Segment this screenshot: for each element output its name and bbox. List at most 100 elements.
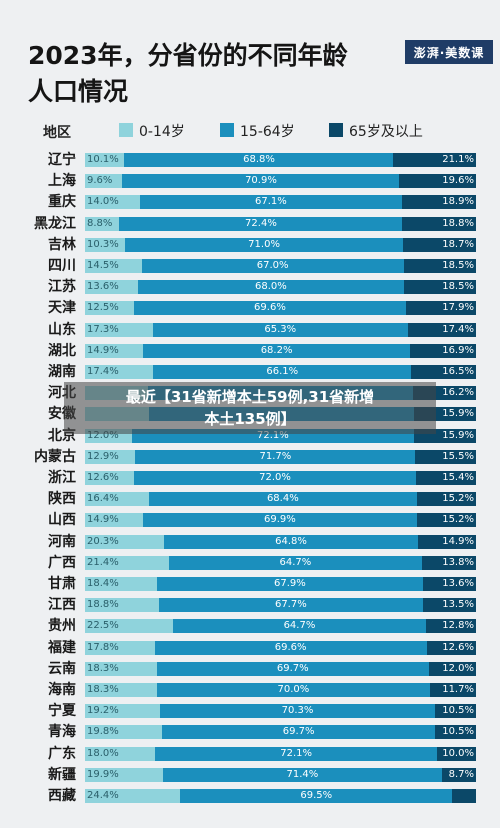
bar-segment-0-14: 14.9% — [85, 343, 144, 358]
bar-segment-65-plus: 8.7% — [441, 767, 476, 782]
bar-segment-65-plus: 17.9% — [406, 301, 476, 316]
bar-segment-15-64: 68.8% — [124, 153, 394, 167]
bar-segment-0-14: 19.2% — [85, 704, 161, 719]
region-label: 云南 — [48, 660, 76, 677]
bar-segment-15-64: 71.4% — [162, 767, 442, 782]
bar-segment-65-plus: 12.6% — [426, 640, 476, 655]
bar-segment-0-14: 9.6% — [85, 174, 123, 189]
region-label: 内蒙古 — [34, 448, 76, 465]
bar-segment-65-plus: 14.9% — [417, 534, 476, 549]
bar-segment-0-14: 18.0% — [85, 746, 156, 761]
bar-segment-15-64: 70.9% — [122, 174, 400, 189]
bar-segment-15-64: 69.5% — [180, 789, 453, 803]
bar-segment-0-14: 18.4% — [85, 577, 158, 591]
title-line-2: 人口情况 — [28, 77, 129, 106]
bar-segment-0-14: 10.1% — [85, 153, 125, 167]
overlay-line-1: 最近【31省新增本土59例,31省新增 — [125, 388, 375, 406]
bar-segment-15-64: 67.9% — [157, 577, 423, 591]
region-label: 湖北 — [48, 342, 76, 359]
bar-segment-0-14: 12.5% — [85, 301, 134, 316]
bar-segment-0-14: 19.8% — [85, 725, 163, 740]
region-label: 陕西 — [48, 491, 76, 508]
bar-segment-65-plus: 10.5% — [434, 725, 476, 740]
bar-segment-65-plus: 18.9% — [402, 195, 476, 210]
region-label: 广西 — [48, 554, 76, 571]
region-label: 辽宁 — [48, 152, 76, 168]
bar-segment-65-plus: 21.1% — [393, 153, 476, 167]
bar-segment-15-64: 70.0% — [156, 683, 431, 697]
region-label: 青海 — [48, 724, 76, 741]
bar-segment-65-plus — [452, 789, 476, 803]
bar-segment-65-plus: 18.5% — [403, 280, 476, 295]
region-label: 江苏 — [48, 279, 76, 296]
bar-segment-0-14: 18.3% — [85, 661, 157, 676]
brand-logo: 澎湃·美数课 — [405, 40, 493, 64]
bar-segment-0-14: 24.4% — [85, 789, 181, 803]
region-label: 广东 — [48, 745, 76, 762]
legend-label-65-plus: 65岁及以上 — [349, 124, 423, 140]
bar-segment-0-14: 19.9% — [85, 767, 163, 782]
bar-segment-15-64: 69.7% — [156, 661, 430, 676]
region-label: 河南 — [48, 533, 76, 550]
region-label: 湖南 — [48, 364, 76, 380]
region-label: 山西 — [48, 512, 76, 529]
legend: 地区 0-14岁 15-64岁 65岁及以上 — [0, 120, 500, 142]
legend-swatch-65-plus — [329, 123, 343, 137]
bar-segment-0-14: 10.3% — [85, 237, 126, 252]
bar-segment-15-64: 69.6% — [154, 640, 427, 655]
bar-segment-15-64: 64.8% — [164, 534, 418, 549]
chart-title: 2023年，分省份的不同年龄 人口情况 — [28, 38, 388, 110]
bar-segment-65-plus: 11.7% — [430, 683, 476, 697]
bar-segment-15-64: 65.3% — [152, 322, 408, 337]
bar-segment-0-14: 17.4% — [85, 365, 154, 379]
bar-segment-0-14: 13.6% — [85, 280, 139, 295]
region-label: 福建 — [48, 639, 76, 656]
region-label: 新疆 — [48, 766, 76, 783]
bar-segment-15-64: 71.0% — [125, 237, 403, 252]
bar-segment-15-64: 72.0% — [134, 471, 416, 485]
bar-segment-15-64: 67.0% — [141, 259, 404, 273]
bar-segment-65-plus: 16.5% — [411, 365, 476, 379]
region-label: 山东 — [48, 321, 76, 338]
region-label: 重庆 — [48, 194, 76, 211]
bar-segment-0-14: 12.9% — [85, 449, 136, 464]
bar-segment-65-plus: 18.7% — [402, 237, 476, 252]
bar-segment-0-14: 14.0% — [85, 195, 140, 210]
bar-segment-15-64: 72.4% — [119, 216, 403, 231]
bar-segment-65-plus: 13.5% — [423, 598, 476, 613]
region-label: 黑龙江 — [34, 215, 76, 232]
legend-label-0-14: 0-14岁 — [139, 124, 185, 140]
bar-segment-0-14: 16.4% — [85, 492, 150, 507]
bar-segment-65-plus: 13.8% — [421, 555, 476, 570]
bar-segment-15-64: 68.0% — [138, 280, 404, 295]
legend-swatch-15-64 — [220, 123, 234, 137]
bar-segment-65-plus: 16.9% — [409, 343, 476, 358]
region-label: 西藏 — [48, 788, 76, 804]
bar-segment-15-64: 71.7% — [135, 449, 416, 464]
bar-segment-0-14: 14.5% — [85, 259, 142, 273]
bar-segment-0-14: 14.9% — [85, 513, 144, 528]
bar-segment-15-64: 64.7% — [172, 619, 426, 634]
region-label: 上海 — [48, 173, 76, 190]
bar-segment-15-64: 66.1% — [153, 365, 412, 379]
overlay-line-2: 本土135例】 — [204, 410, 296, 428]
region-label: 四川 — [48, 258, 76, 274]
bar-segment-15-64: 64.7% — [168, 555, 422, 570]
bar-segment-65-plus: 10.5% — [434, 704, 476, 719]
bar-segment-15-64: 69.7% — [162, 725, 435, 740]
bar-segment-65-plus: 15.2% — [416, 492, 476, 507]
legend-swatch-0-14 — [119, 123, 133, 137]
bar-segment-65-plus: 12.8% — [425, 619, 476, 634]
region-label: 贵州 — [48, 618, 76, 635]
region-label: 浙江 — [48, 470, 76, 486]
bar-segment-15-64: 72.1% — [155, 746, 437, 761]
bar-segment-0-14: 18.8% — [85, 598, 159, 613]
bar-segment-15-64: 68.2% — [143, 343, 410, 358]
bar-segment-65-plus: 18.5% — [403, 259, 476, 273]
bar-segment-15-64: 67.7% — [158, 598, 424, 613]
bar-segment-65-plus: 10.0% — [436, 746, 476, 761]
region-label: 海南 — [48, 682, 76, 698]
region-label: 江西 — [48, 597, 76, 614]
news-overlay-banner[interactable]: 最近【31省新增本土59例,31省新增 本土135例】 — [64, 382, 436, 434]
